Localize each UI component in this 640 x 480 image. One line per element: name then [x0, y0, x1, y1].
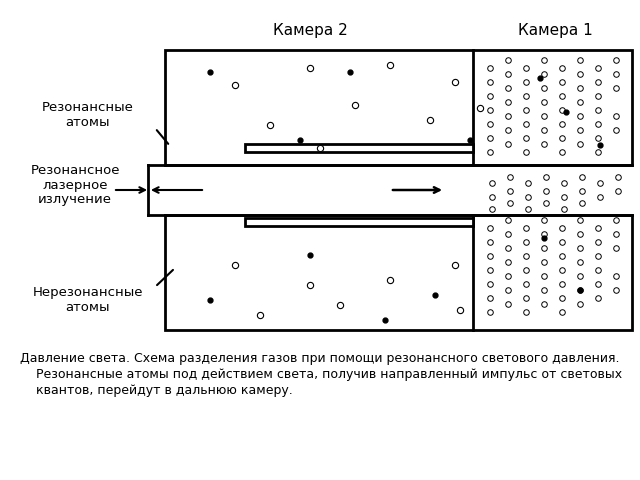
Text: Давление света. Схема разделения газов при помощи резонансного светового давлени: Давление света. Схема разделения газов п…	[20, 352, 620, 365]
Bar	[245, 218, 473, 226]
Text: Камера 2: Камера 2	[273, 23, 348, 37]
Bar	[165, 50, 632, 165]
Text: Резонансные
атомы: Резонансные атомы	[42, 101, 134, 129]
Bar	[165, 215, 632, 330]
Text: Резонансное
лазерное
излучение: Резонансное лазерное излучение	[30, 164, 120, 206]
Bar	[245, 144, 473, 152]
Text: Нерезонансные
атомы: Нерезонансные атомы	[33, 286, 143, 314]
Text: квантов, перейдут в дальнюю камеру.: квантов, перейдут в дальнюю камеру.	[20, 384, 292, 397]
Text: Резонансные атомы под действием света, получив направленный импульс от световых: Резонансные атомы под действием света, п…	[20, 368, 622, 381]
Text: Камера 1: Камера 1	[518, 23, 593, 37]
